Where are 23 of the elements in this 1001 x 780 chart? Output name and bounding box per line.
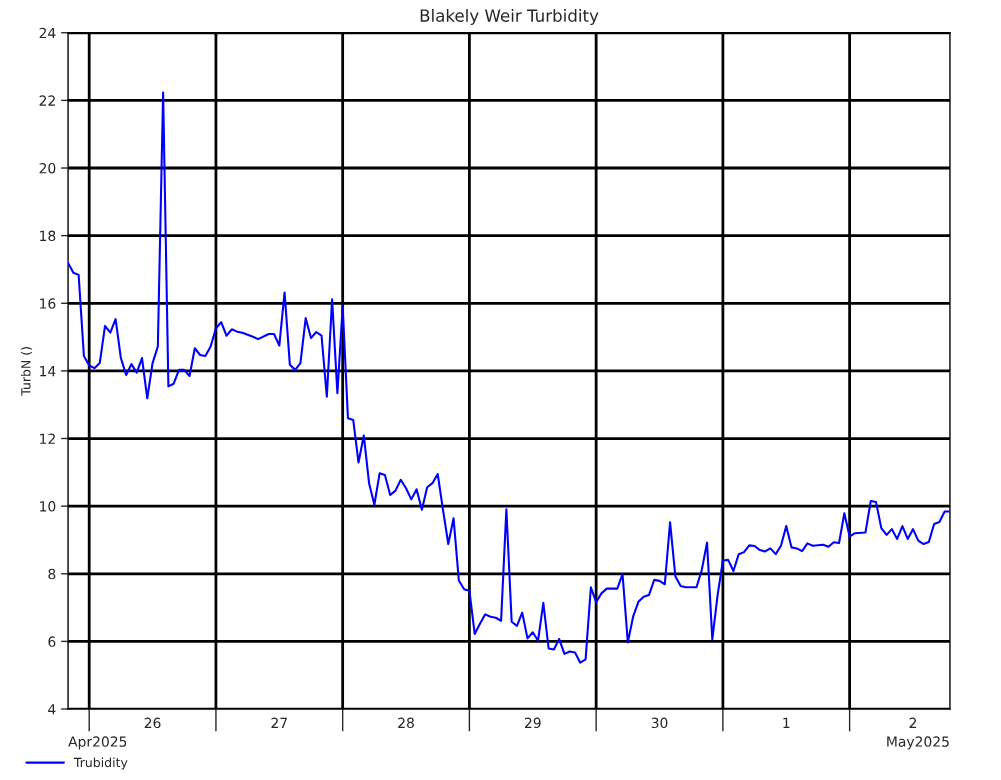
y-tick-label: 16 — [40, 298, 56, 309]
chart-title: Blakely Weir Turbidity — [420, 8, 599, 26]
x-tick-label: 26 — [144, 717, 161, 729]
y-axis-title: TurbN () — [20, 347, 33, 396]
x-tick-label: 28 — [398, 717, 414, 729]
y-tick-label: 22 — [39, 95, 55, 106]
x-tick-label: 2 — [909, 717, 917, 728]
y-tick-label: 4 — [48, 704, 56, 715]
x-tick-label: 27 — [271, 717, 287, 728]
y-tick-label: 6 — [48, 636, 56, 647]
y-tick-label: 8 — [48, 568, 56, 580]
x-tick-label: 1 — [783, 717, 790, 728]
y-tick-label: 12 — [40, 433, 55, 444]
legend-label: Trubidity — [73, 757, 128, 770]
y-tick-label: 20 — [39, 162, 56, 174]
y-tick-label: 24 — [39, 27, 56, 39]
text: Apr2025 — [68, 736, 127, 750]
y-tick-label: 18 — [40, 230, 56, 242]
text: May2025 — [887, 736, 949, 750]
y-tick-label: 14 — [40, 366, 56, 377]
x-tick-label: 30 — [651, 717, 668, 729]
x-tick-label: 29 — [524, 717, 541, 729]
y-tick-label: 10 — [40, 501, 56, 512]
